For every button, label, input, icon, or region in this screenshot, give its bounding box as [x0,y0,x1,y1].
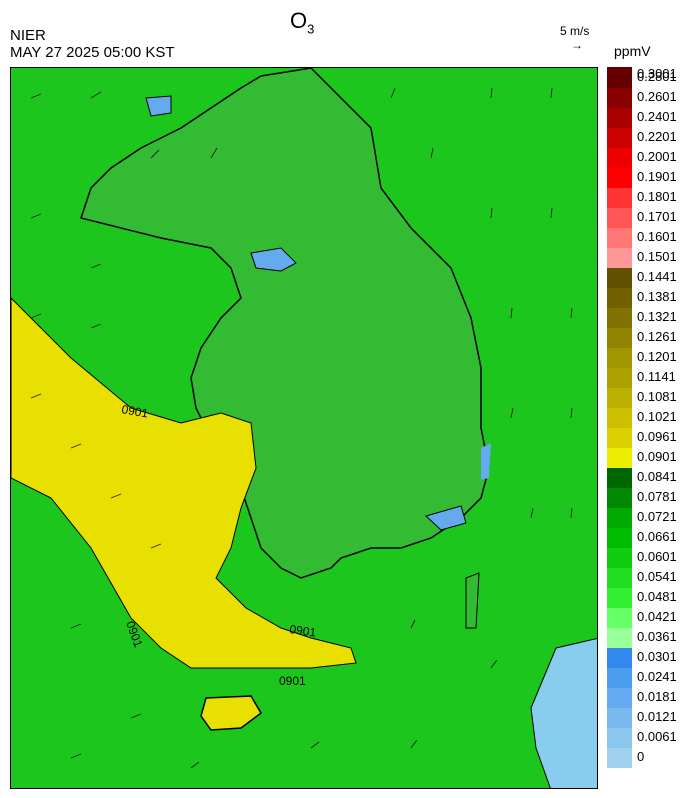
legend-swatch [607,247,632,268]
legend-label: 0.2601 [637,89,677,104]
legend-swatch [607,347,632,368]
wind-scale-label: 5 m/s [560,24,590,38]
legend-label: 0.2001 [637,149,677,164]
legend-swatch [607,627,632,648]
legend-label: 0.0181 [637,689,677,704]
low-ozone-zone-center [250,247,297,272]
legend-swatch [607,687,632,708]
ozone-map-svg: 0901 0901 0901 0901 [11,68,597,788]
ozone-map[interactable]: 0901 0901 0901 0901 [10,67,598,789]
chart-title-subscript: 3 [307,21,315,37]
contour-label: 0901 [289,622,318,640]
legend-swatch [607,587,632,608]
contour-label: 0901 [279,674,306,688]
low-ozone-zone-east [481,443,491,480]
legend-label: 0.1321 [637,309,677,324]
legend-label: 0.0481 [637,589,677,604]
legend-label: 0.2401 [637,109,677,124]
legend-label: 0.1501 [637,249,677,264]
legend-label: 0.0721 [637,509,677,524]
color-legend [607,67,632,768]
chart-title: O3 [290,8,315,37]
legend-label: 0.0241 [637,669,677,684]
legend-label: 0.1261 [637,329,677,344]
legend-swatch [607,287,632,308]
low-ozone-zone-coast [425,505,467,531]
legend-label: 0.1801 [637,189,677,204]
legend-swatch [607,507,632,528]
legend-label: 0.1081 [637,389,677,404]
legend-swatch [607,107,632,128]
legend-swatch [607,127,632,148]
legend-swatch [607,307,632,328]
timestamp-label: MAY 27 2025 05:00 KST [10,44,175,61]
wind-vectors [30,87,573,769]
legend-swatch [607,667,632,688]
low-ozone-zone-southeast [530,637,597,788]
legend-label: 0.1201 [637,349,677,364]
legend-label: 0.2201 [637,129,677,144]
contour-label: 0901 [120,402,149,420]
legend-label: 0.0541 [637,569,677,584]
legend-label: 0.0601 [637,549,677,564]
legend-swatch [607,167,632,188]
legend-swatch [607,187,632,208]
legend-label: 0.1381 [637,289,677,304]
legend-swatch [607,367,632,388]
legend-label: 0.2801 [637,69,677,84]
legend-swatch [607,567,632,588]
legend-label: 0.0061 [637,729,677,744]
legend-label: 0.0301 [637,649,677,664]
legend-label: 0.1601 [637,229,677,244]
legend-swatch [607,707,632,728]
legend-label: 0 [637,749,645,764]
legend-swatch [607,447,632,468]
legend-label: 0.0421 [637,609,677,624]
legend-label: 0.1901 [637,169,677,184]
elevated-ozone-band [11,297,357,669]
legend-label: 0.0781 [637,489,677,504]
legend-swatch [607,407,632,428]
legend-swatch [607,547,632,568]
legend-label: 0.1701 [637,209,677,224]
legend-swatch [607,607,632,628]
legend-swatch [607,207,632,228]
legend-swatch [607,467,632,488]
legend-swatch [607,527,632,548]
legend-swatch [607,747,632,768]
peninsula-land [80,68,490,579]
legend-swatch [607,87,632,108]
legend-swatch [607,327,632,348]
legend-label: 0.3001 [637,66,677,81]
low-ozone-zone-north [145,95,172,117]
wind-scale-arrow-icon: → [571,38,583,52]
legend-label: 0.0661 [637,529,677,544]
unit-label: ppmV [614,43,651,59]
island-elevated-zone [200,695,262,731]
legend-label: 0.0961 [637,429,677,444]
small-island [465,572,480,629]
legend-label: 0.1021 [637,409,677,424]
legend-label: 0.1441 [637,269,677,284]
legend-label: 0.1141 [637,369,676,384]
legend-swatch [607,227,632,248]
legend-swatch [607,427,632,448]
legend-swatch [607,387,632,408]
legend-label: 0.0901 [637,449,677,464]
legend-label: 0.0121 [637,709,677,724]
legend-swatch [607,727,632,748]
legend-swatch [607,487,632,508]
legend-swatch [607,147,632,168]
legend-swatch [607,267,632,288]
legend-swatch [607,647,632,668]
legend-label: 0.0361 [637,629,677,644]
legend-labels: 0 0.0061 0.0121 0.0181 0.0241 0.0301 0.0361 0.0… [637,67,692,787]
organization-label: NIER [10,27,46,44]
legend-label: 0.0841 [637,469,677,484]
legend-swatch [607,67,632,88]
